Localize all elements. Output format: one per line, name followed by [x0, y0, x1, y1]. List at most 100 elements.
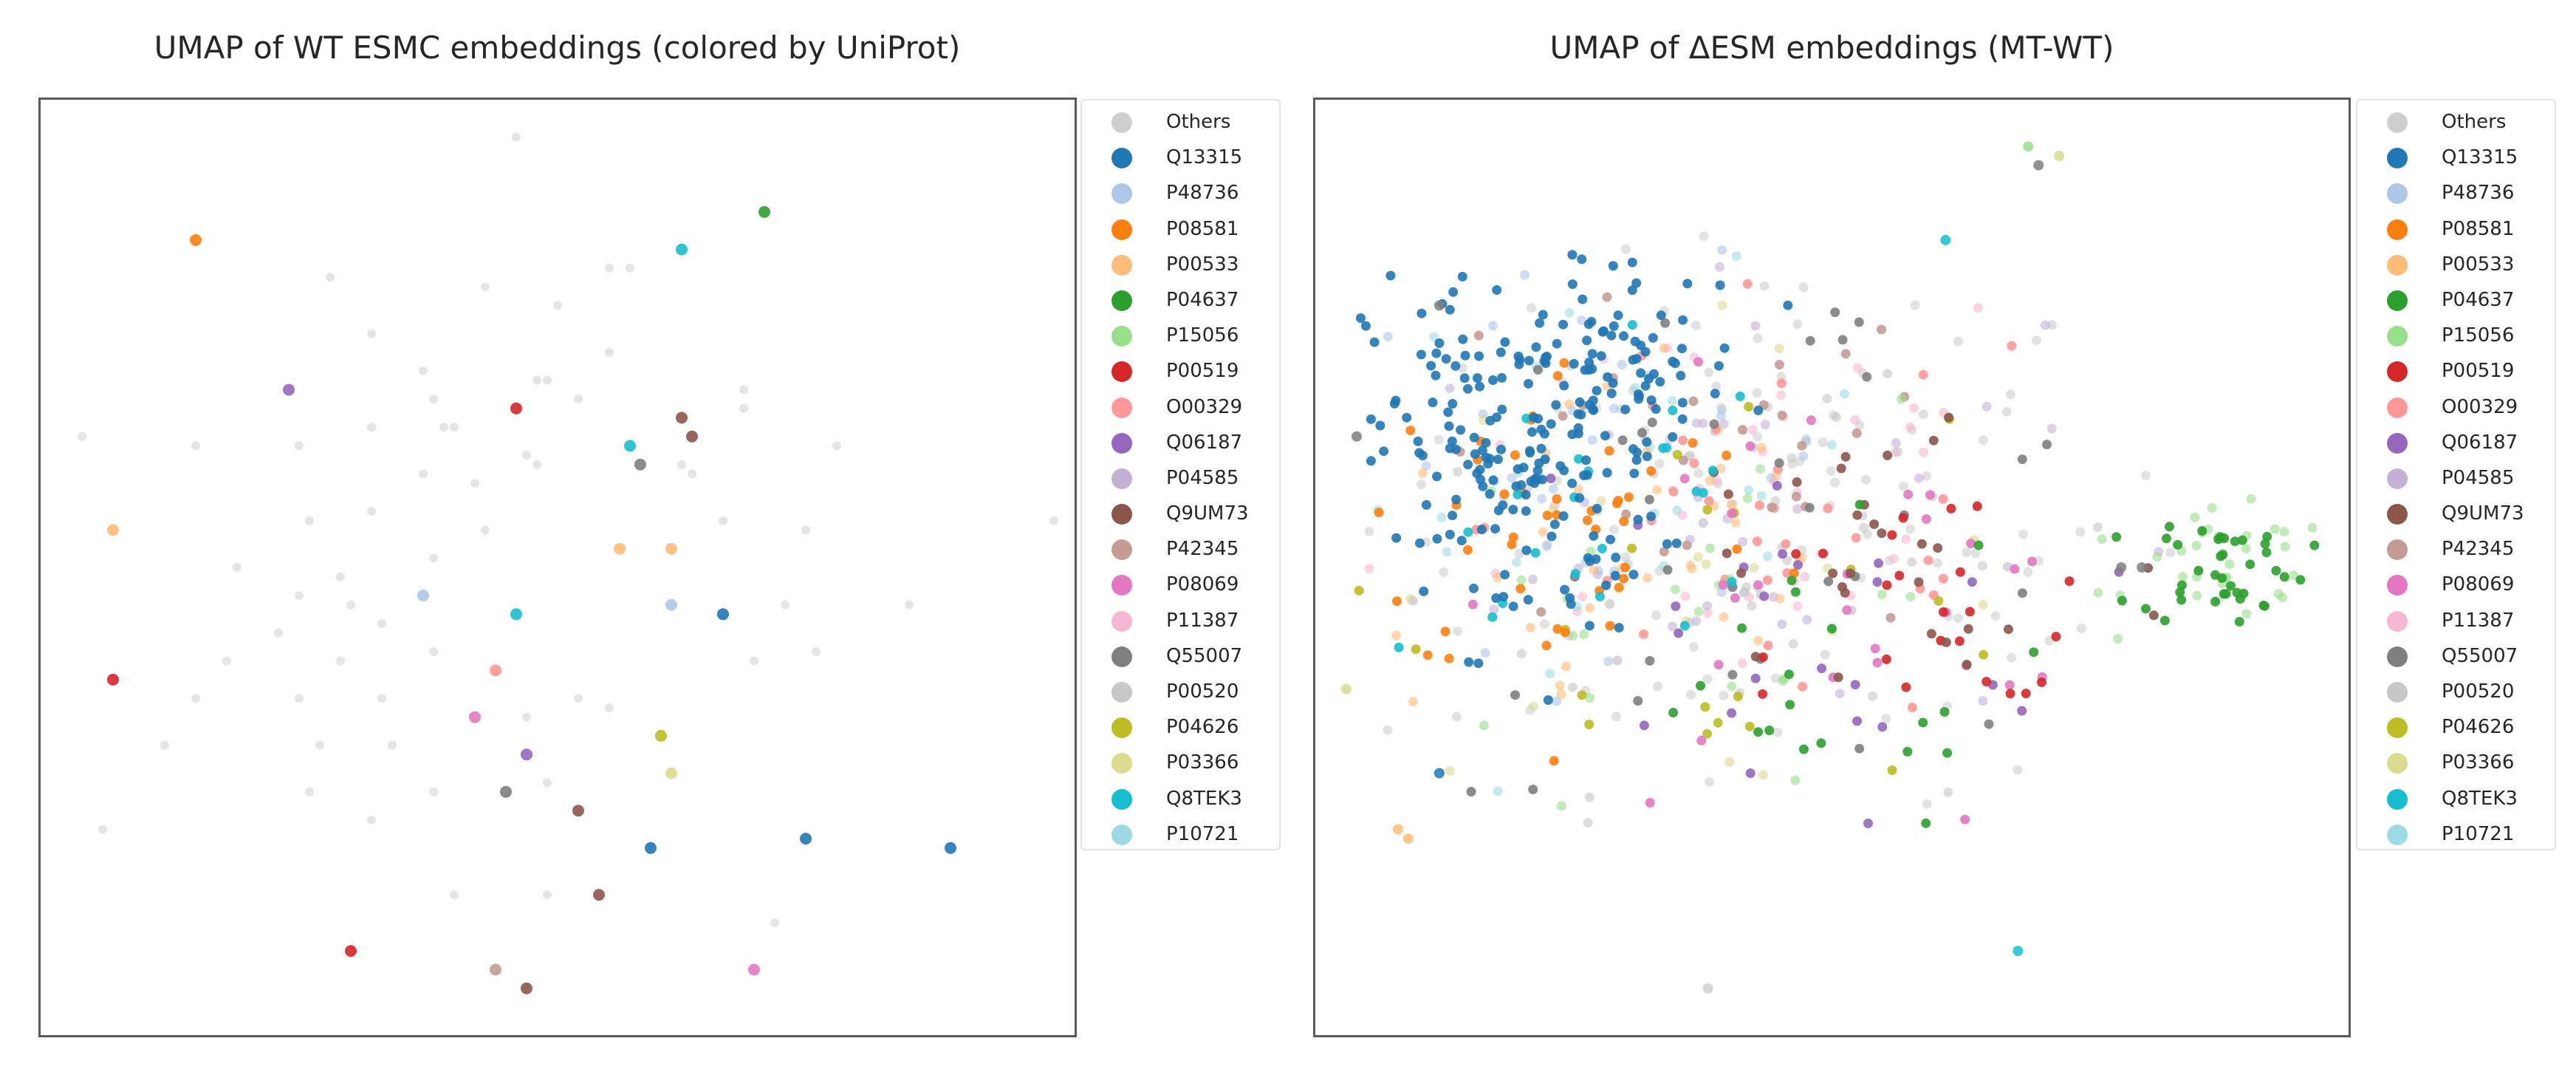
data-point [1559, 358, 1569, 368]
right-scatter-plot [1313, 98, 2351, 1037]
data-point [1627, 285, 1637, 296]
data-point [626, 263, 634, 273]
data-point [605, 263, 614, 273]
data-point [1560, 627, 1570, 638]
data-point [1596, 351, 1606, 361]
data-point [2197, 526, 2207, 536]
data-point [1570, 568, 1580, 579]
data-point [1752, 431, 1762, 442]
data-point [1854, 317, 1864, 327]
data-point [1617, 435, 1628, 446]
data-point [1798, 282, 1809, 293]
data-point [1668, 621, 1678, 632]
data-point [1756, 443, 1767, 453]
legend-label: P04626 [1166, 716, 1239, 739]
data-point [1527, 427, 1537, 437]
data-point [98, 825, 107, 834]
legend-marker-icon [1111, 646, 1132, 667]
left-scatter-points [78, 132, 1058, 994]
data-point [1540, 454, 1550, 465]
data-point [1842, 605, 1852, 615]
data-point [1903, 489, 1914, 499]
data-point [1726, 499, 1736, 510]
data-point [1659, 343, 1669, 353]
data-point [1584, 720, 1594, 729]
data-point [717, 608, 729, 621]
data-point [1575, 397, 1585, 407]
legend-label: P04637 [1166, 288, 1239, 311]
data-point [1605, 621, 1615, 631]
data-point [1690, 321, 1701, 330]
data-point [2023, 141, 2034, 152]
data-point [191, 441, 200, 451]
data-point [1527, 574, 1538, 584]
data-point [1789, 568, 1799, 579]
data-point [1678, 455, 1688, 465]
legend-label: Q06187 [1166, 431, 1243, 454]
data-point [2191, 540, 2202, 550]
data-point [1898, 513, 1908, 523]
data-point [336, 572, 345, 581]
data-point [2017, 454, 2027, 465]
legend-item: P42345 [1082, 532, 1279, 567]
data-point [429, 395, 438, 404]
data-point [1513, 489, 1523, 499]
data-point [315, 740, 324, 750]
legend-item: P10721 [2357, 817, 2555, 853]
data-point [2010, 564, 2020, 574]
data-point [2207, 503, 2217, 513]
data-point [1691, 486, 1702, 496]
data-point [1463, 527, 1473, 537]
data-point [1646, 511, 1657, 522]
data-point [1727, 681, 1737, 692]
legend-marker-icon [2387, 753, 2408, 774]
data-point [1646, 395, 1657, 406]
data-point [1883, 450, 1893, 460]
data-point [1693, 552, 1704, 562]
data-point [2137, 562, 2148, 573]
data-point [1490, 524, 1501, 534]
data-point [781, 600, 789, 610]
legend-marker-icon [2387, 575, 2408, 596]
data-point [1762, 551, 1772, 562]
data-point [624, 440, 636, 452]
data-point [1756, 491, 1767, 501]
data-point [2017, 588, 2027, 598]
data-point [2003, 624, 2013, 635]
data-point [1693, 607, 1704, 617]
data-point [677, 460, 686, 469]
data-point [1715, 280, 1725, 290]
data-point [1487, 612, 1498, 622]
data-point [1750, 652, 1761, 662]
legend-item: Q06187 [2357, 426, 2555, 461]
data-point [2046, 320, 2057, 330]
data-point [1546, 474, 1556, 483]
data-point [2210, 596, 2221, 607]
data-point [1472, 373, 1482, 383]
data-point [2309, 540, 2320, 550]
data-point [2152, 552, 2162, 562]
data-point [2141, 604, 2151, 614]
data-point [1744, 721, 1755, 731]
data-point [1636, 341, 1646, 350]
data-point [1580, 365, 1590, 375]
data-point [1787, 453, 1797, 463]
data-point [1528, 701, 1538, 711]
data-point [1581, 455, 1592, 465]
data-point [1475, 465, 1485, 475]
data-point [1521, 490, 1531, 500]
data-point [2023, 567, 2033, 577]
data-point [1606, 330, 1617, 341]
data-point [655, 729, 667, 742]
data-point [1492, 412, 1502, 423]
data-point [1594, 591, 1605, 601]
data-point [1677, 397, 1688, 408]
data-point [1943, 787, 1953, 797]
data-point [1918, 409, 1928, 420]
data-point [1869, 519, 1880, 529]
data-point [1536, 424, 1546, 434]
data-point [1772, 481, 1782, 491]
data-point [1670, 358, 1680, 369]
data-point [2029, 647, 2039, 658]
data-point [1939, 707, 1950, 717]
